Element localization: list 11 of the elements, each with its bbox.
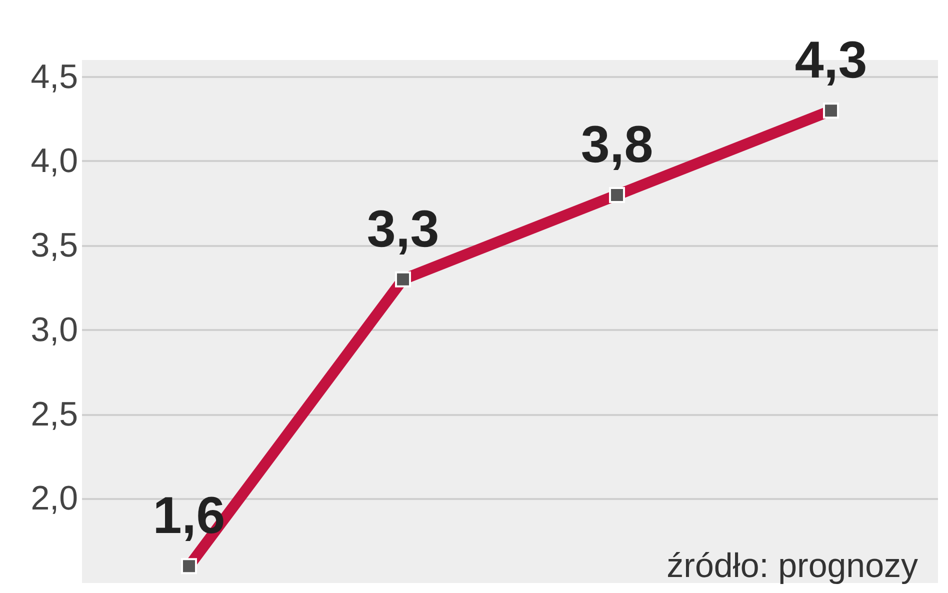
y-tick-label: 2,0 xyxy=(30,480,78,518)
data-label: 3,8 xyxy=(580,116,654,174)
data-label: 1,6 xyxy=(152,487,226,546)
y-tick-label: 4,5 xyxy=(30,58,78,96)
y-tick-label: 3,0 xyxy=(30,310,78,349)
y-tick-label: 3,5 xyxy=(30,226,78,265)
y-tick-label: 4,0 xyxy=(30,142,78,180)
y-tick-label: 2,5 xyxy=(30,395,78,434)
annotation: źródło: prognozy xyxy=(666,547,918,585)
data-label: 4,3 xyxy=(794,32,868,90)
data-label: 3,3 xyxy=(366,200,440,258)
